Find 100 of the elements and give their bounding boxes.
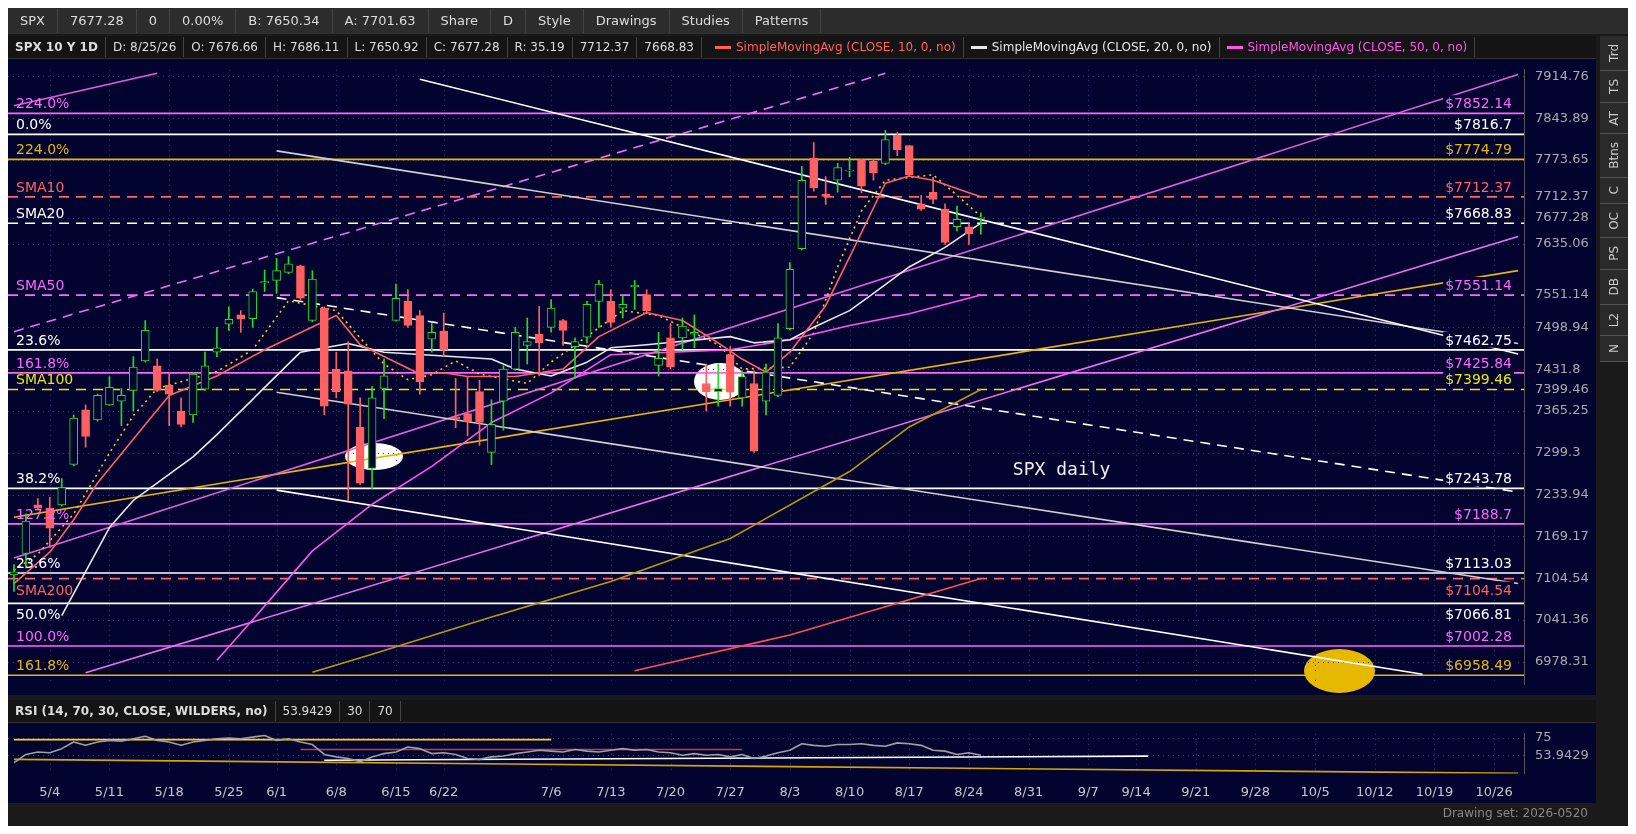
x-tick-label: 8/31 xyxy=(1014,783,1044,799)
ref-line-label: $7188.7 xyxy=(1454,505,1512,522)
y-tick-label: 7233.94 xyxy=(1535,486,1589,502)
x-tick-label: 8/10 xyxy=(834,783,865,799)
text: Style xyxy=(526,9,584,33)
x-tick-label: 10/19 xyxy=(1415,783,1454,799)
y-tick-label: 7712.37 xyxy=(1535,188,1589,204)
annotation: SMA10 xyxy=(16,178,65,195)
y-tick-label: 7773.65 xyxy=(1535,151,1589,167)
text: 53.9429 xyxy=(275,701,341,721)
x-tick-label: 6/22 xyxy=(429,783,459,799)
annotation: 100.0% xyxy=(16,628,70,644)
text: PS xyxy=(1607,246,1621,262)
text: R: 35.19 xyxy=(507,37,573,57)
x-tick-label: 9/14 xyxy=(1121,783,1151,799)
ref-line-label: $7243.78 xyxy=(1445,470,1512,487)
annotation: SMA50 xyxy=(16,277,65,294)
ref-line-label: $7113.03 xyxy=(1445,555,1512,572)
text: 70 xyxy=(370,701,401,721)
ref-line-label: $7712.37 xyxy=(1445,178,1512,195)
y-tick-label: 7365.25 xyxy=(1535,402,1589,418)
chart-title: RSI (14, 70, 30, CLOSE, WILDERS, no) xyxy=(8,701,276,721)
text: SPX xyxy=(8,9,58,33)
text: C: 7677.28 xyxy=(426,37,508,57)
text: 7677.28 xyxy=(58,9,137,33)
y-tick-label: 7431.8 xyxy=(1535,360,1581,376)
x-tick-label: 10/26 xyxy=(1475,783,1513,799)
text: OC xyxy=(1607,211,1621,230)
ref-line-label: $7551.14 xyxy=(1445,277,1513,294)
text: Btns xyxy=(1607,142,1621,170)
ref-line-label: $7816.7 xyxy=(1454,116,1512,133)
annotation: 224.0% xyxy=(16,95,70,112)
text: L2 xyxy=(1607,312,1621,328)
text: 7668.83 xyxy=(637,37,702,57)
ref-line-label: $7104.54 xyxy=(1445,581,1513,598)
x-tick-label: 6/1 xyxy=(266,783,288,799)
text: O: 7676.66 xyxy=(184,37,266,57)
annotation: SMA200 xyxy=(16,581,74,598)
annotation: SMA100 xyxy=(16,371,74,388)
legend-label: SimpleMovingAvg (CLOSE, 10, 0, no) xyxy=(736,39,956,56)
x-tick-label: 9/21 xyxy=(1181,783,1211,799)
x-tick-label: 7/20 xyxy=(655,783,686,799)
x-tick-label: 10/12 xyxy=(1356,783,1394,799)
x-tick-label: 7/27 xyxy=(715,783,745,799)
text: TS xyxy=(1607,78,1621,94)
text: A: 7701.63 xyxy=(332,9,429,33)
ref-line-label: $7399.46 xyxy=(1445,371,1513,388)
text: 30 xyxy=(340,701,371,721)
x-tick-label: 10/5 xyxy=(1300,783,1330,799)
y-tick-label: 7635.06 xyxy=(1535,235,1589,251)
x-tick-label: 5/11 xyxy=(94,783,125,799)
ref-line-label: $7852.14 xyxy=(1445,95,1513,112)
annotation: 38.2% xyxy=(16,470,61,487)
text: D xyxy=(491,9,527,33)
y-tick-label: 7399.46 xyxy=(1535,380,1589,396)
annotation: 161.8% xyxy=(16,657,70,674)
text: H: 7686.11 xyxy=(266,37,348,57)
y-tick-label: 7299.3 xyxy=(1535,444,1581,460)
x-tick-label: 5/4 xyxy=(39,783,61,799)
text: 0.00% xyxy=(170,9,237,33)
ref-line-label: $7774.79 xyxy=(1445,141,1512,158)
x-tick-label: 7/6 xyxy=(540,783,562,799)
y-tick-label: 7169.17 xyxy=(1535,527,1589,543)
legend-label: SimpleMovingAvg (CLOSE, 50, 0, no) xyxy=(1247,39,1468,56)
text: SPX 10 Y 1D xyxy=(8,37,106,57)
ref-line-label: $7066.81 xyxy=(1445,606,1512,623)
text: N xyxy=(1607,344,1621,354)
ref-line-label: $7425.84 xyxy=(1445,354,1513,371)
text: B: 7650.34 xyxy=(236,9,333,33)
ref-line-label: $6958.49 xyxy=(1445,657,1512,674)
x-tick-label: 9/28 xyxy=(1240,783,1271,799)
text: SPX daily xyxy=(1012,458,1111,480)
y-tick-label: 7677.28 xyxy=(1535,209,1589,225)
text: Patterns xyxy=(742,9,822,33)
text: Drawings xyxy=(583,9,670,33)
y-tick-label: 53.9429 xyxy=(1535,746,1589,762)
x-tick-label: 6/8 xyxy=(325,783,347,799)
annotation: 23.6% xyxy=(16,331,61,348)
y-tick-label: 7914.76 xyxy=(1535,67,1589,83)
annotation: 50.0% xyxy=(16,606,61,623)
y-tick-label: 6978.31 xyxy=(1535,653,1589,669)
x-tick-label: 8/3 xyxy=(779,783,801,799)
text: Studies xyxy=(669,9,743,33)
y-tick-label: 7498.94 xyxy=(1535,318,1589,334)
text: Trd xyxy=(1607,44,1621,62)
y-tick-label: 7041.36 xyxy=(1535,611,1589,627)
ref-line-label: $7668.83 xyxy=(1445,205,1512,222)
x-tick-label: 5/18 xyxy=(154,783,184,799)
text: C xyxy=(1607,186,1621,195)
ref-line-label: $7002.28 xyxy=(1445,628,1512,644)
annotation: 0.0% xyxy=(16,116,52,133)
x-tick-label: 5/25 xyxy=(214,783,244,799)
x-tick-label: 7/13 xyxy=(596,783,626,799)
y-tick-label: 7551.14 xyxy=(1535,286,1589,302)
legend-label: SimpleMovingAvg (CLOSE, 20, 0, no) xyxy=(991,39,1212,56)
y-tick-label: 7843.89 xyxy=(1535,109,1589,125)
text: Drawing set: 2026-0520 xyxy=(1442,806,1588,820)
annotation: 161.8% xyxy=(16,354,70,371)
annotation: 224.0% xyxy=(16,141,70,158)
text: Share xyxy=(428,9,492,33)
